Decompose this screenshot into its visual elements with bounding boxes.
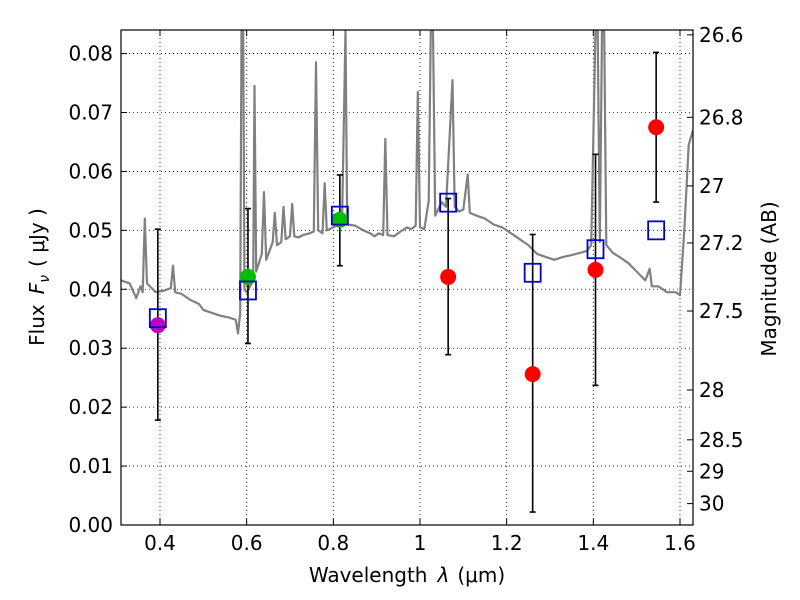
y-axis-ticks: 0.00 0.01 0.02 0.03 0.04 0.05 0.06 0.07 0.08 [68, 42, 127, 537]
x-tick-label: 0.6 [231, 531, 263, 555]
model-point [439, 192, 458, 213]
plot-background [121, 30, 693, 525]
y-tick-label: 0.05 [68, 218, 113, 242]
x-tick-label: 1.2 [491, 531, 523, 555]
y2-tick-label: 29 [699, 459, 724, 483]
x-axis-label: Wavelength λ (μm) [309, 563, 505, 587]
y2-tick-label: 28.5 [699, 428, 744, 452]
y-tick-label: 0.01 [68, 454, 113, 478]
x-tick-label: 1.6 [664, 531, 696, 555]
y-tick-label: 0.08 [68, 42, 113, 66]
y2-tick-label: 27 [699, 174, 724, 198]
x-tick-label: 1 [414, 531, 427, 555]
y-tick-label: 0.06 [68, 159, 113, 183]
y2-tick-label: 26.6 [699, 23, 744, 47]
plot-frame [120, 29, 694, 526]
model-point [330, 205, 349, 226]
x-tick-label: 1.4 [577, 531, 609, 555]
sed-spectrum-line [121, 30, 693, 335]
y-tick-label: 0.04 [68, 277, 113, 301]
model-point [239, 280, 257, 301]
y-tick-label: 0.00 [68, 513, 113, 537]
y-tick-label: 0.07 [68, 101, 113, 125]
model-point [523, 262, 542, 283]
observed-point [149, 317, 166, 334]
y2-axis-ticks: 26.6 26.8 27 27.2 27.5 28 28.5 29 30 [687, 23, 744, 516]
y2-tick-label: 30 [699, 492, 724, 516]
model-point [148, 308, 167, 329]
observed-point [648, 119, 665, 136]
model-points-layer [148, 192, 666, 329]
x-tick-label: 0.4 [144, 531, 176, 555]
y2-tick-label: 28 [699, 378, 724, 402]
x-axis-ticks: 0.4 0.6 0.8 1 1.2 1.4 1.6 [144, 30, 696, 555]
observed-point [524, 366, 541, 383]
y2-tick-label: 27.2 [699, 231, 744, 255]
y2-tick-label: 26.8 [699, 105, 744, 129]
model-point [586, 239, 605, 260]
sed-spectrum-layer [121, 30, 693, 335]
observed-point [239, 268, 256, 285]
y2-axis-label: Magnitude (AB) [757, 201, 781, 356]
observed-point [587, 261, 604, 278]
y2-tick-label: 27.5 [699, 299, 744, 323]
observed-point [440, 268, 457, 285]
y-tick-label: 0.02 [68, 395, 113, 419]
model-point [647, 220, 666, 241]
y-tick-label: 0.03 [68, 336, 113, 360]
x-tick-label: 0.8 [317, 531, 349, 555]
y-axis-label: FluxFν( μJy ) [25, 208, 53, 346]
